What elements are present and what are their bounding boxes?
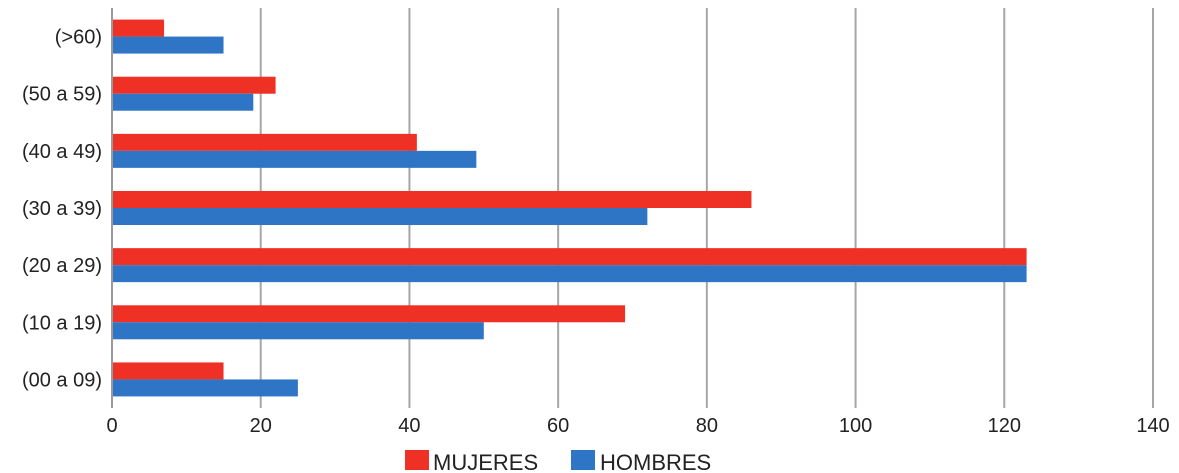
legend-swatch-hombres <box>571 450 595 470</box>
bar-mujeres-3 <box>112 191 752 208</box>
legend-swatch-mujeres <box>405 450 429 470</box>
x-axis-labels: 0 20 40 60 80 100 120 140 <box>106 415 1169 437</box>
bar-mujeres-6 <box>112 19 165 37</box>
y-category-label: (50 a 59) <box>22 84 102 106</box>
y-category-label: (>60) <box>55 27 102 49</box>
x-tick-label: 0 <box>106 415 117 437</box>
legend: MUJERES HOMBRES <box>405 450 711 473</box>
y-category-label: (10 a 19) <box>22 312 102 334</box>
bar-hombres-0 <box>112 379 298 397</box>
y-category-label: (40 a 49) <box>22 141 102 163</box>
y-category-label: (00 a 09) <box>22 369 102 391</box>
bar-mujeres-5 <box>112 76 276 94</box>
x-tick-label: 100 <box>839 415 872 437</box>
x-tick-label: 120 <box>988 415 1021 437</box>
bar-hombres-4 <box>112 150 477 168</box>
bar-hombres-3 <box>112 208 648 225</box>
x-tick-label: 140 <box>1136 415 1169 437</box>
legend-label-hombres: HOMBRES <box>600 450 711 473</box>
bars-group <box>112 19 1027 397</box>
y-category-label: (20 a 29) <box>22 255 102 277</box>
bar-hombres-6 <box>112 36 224 54</box>
legend-label-mujeres: MUJERES <box>433 450 538 473</box>
x-tick-label: 40 <box>398 415 420 437</box>
bar-mujeres-4 <box>112 133 417 151</box>
y-axis-labels: (00 a 09) (10 a 19) (20 a 29) (30 a 39) (40 … <box>22 27 102 392</box>
bar-hombres-1 <box>112 322 484 340</box>
bar-mujeres-2 <box>112 248 1027 266</box>
x-tick-label: 60 <box>547 415 569 437</box>
bar-mujeres-1 <box>112 305 626 323</box>
x-tick-label: 80 <box>696 415 718 437</box>
bar-mujeres-0 <box>112 362 224 380</box>
bar-hombres-2 <box>112 265 1027 283</box>
y-category-label: (30 a 39) <box>22 198 102 220</box>
x-tick-label: 20 <box>250 415 272 437</box>
bar-hombres-5 <box>112 93 254 111</box>
